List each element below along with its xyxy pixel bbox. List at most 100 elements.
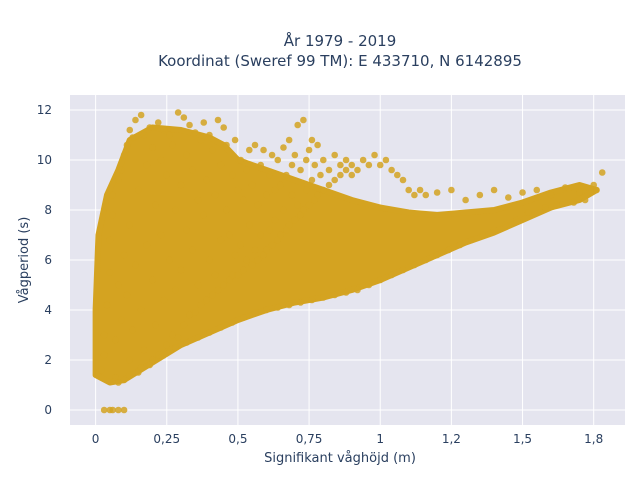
data-point [246, 146, 253, 154]
data-point [240, 266, 247, 274]
data-point [502, 221, 509, 229]
data-point [405, 186, 412, 194]
data-point [137, 364, 145, 371]
data-point [305, 201, 313, 209]
data-point [117, 166, 125, 174]
data-point [342, 156, 350, 164]
data-point [146, 124, 153, 131]
data-point [209, 146, 216, 154]
data-point [283, 226, 290, 234]
data-point [300, 206, 307, 214]
data-point [394, 171, 401, 179]
data-point [519, 189, 526, 196]
data-point [186, 121, 193, 129]
data-point [331, 291, 338, 299]
data-point [115, 379, 122, 386]
data-point [98, 366, 105, 374]
data-point [194, 334, 202, 341]
data-point [180, 114, 188, 121]
x-tick-label: 0,25 [153, 432, 180, 446]
data-point [271, 186, 279, 194]
data-point [203, 176, 210, 184]
data-point [137, 306, 145, 314]
data-point [160, 126, 168, 134]
data-point [149, 276, 156, 284]
data-point [382, 156, 390, 164]
data-point [129, 326, 136, 334]
data-point [476, 191, 484, 199]
data-point [320, 186, 327, 194]
data-point [100, 406, 108, 414]
data-point [342, 166, 350, 174]
data-point [376, 276, 384, 284]
data-point [132, 261, 139, 269]
data-point [163, 341, 171, 349]
data-point [109, 211, 116, 219]
data-point [354, 286, 361, 294]
data-point [135, 186, 142, 194]
data-point [302, 156, 310, 164]
data-point [285, 136, 293, 144]
y-tick-label: 2 [44, 353, 52, 367]
data-point [513, 216, 521, 224]
data-point [314, 141, 321, 149]
data-point [581, 196, 589, 204]
data-point [288, 191, 296, 199]
data-point [576, 189, 583, 196]
data-point [570, 199, 578, 206]
data-point [160, 349, 168, 356]
data-point [490, 186, 498, 194]
data-point [140, 131, 148, 139]
x-tick-label: 0,5 [228, 432, 247, 446]
data-point [411, 191, 418, 199]
data-point [416, 186, 424, 194]
x-axis-ticks: 0 0,25 0,5 0,75 1 1,2 1,5 1,8 [92, 432, 603, 446]
data-point [533, 186, 541, 194]
data-point [265, 171, 273, 179]
data-point [143, 161, 151, 169]
data-point [172, 206, 179, 214]
data-point [120, 251, 128, 259]
data-point [180, 321, 188, 329]
data-point [220, 124, 227, 131]
data-point [115, 281, 122, 289]
data-point [263, 246, 270, 254]
data-point [123, 291, 131, 299]
data-point [234, 186, 242, 194]
data-point [248, 181, 256, 189]
data-point [206, 131, 213, 139]
data-point [354, 166, 361, 174]
data-point [174, 334, 182, 341]
data-point [183, 226, 190, 234]
data-point [251, 309, 259, 316]
data-point [160, 296, 168, 304]
data-point [524, 209, 532, 216]
data-point [117, 316, 125, 324]
data-point [240, 196, 247, 204]
data-point [223, 206, 230, 214]
data-point [172, 344, 179, 351]
data-point [231, 251, 239, 259]
data-point [228, 319, 236, 326]
data-point [297, 299, 304, 306]
data-point [325, 181, 333, 189]
x-tick-label: 1 [376, 432, 384, 446]
data-point [194, 281, 202, 289]
data-point [237, 156, 245, 164]
data-point [265, 226, 273, 234]
data-point [277, 231, 284, 239]
data-point [149, 356, 156, 364]
y-axis-ticks: 0 2 4 6 8 10 12 [37, 103, 52, 417]
data-point [154, 351, 162, 359]
data-point [197, 136, 205, 144]
data-point [337, 161, 344, 169]
data-point [203, 296, 210, 304]
data-point [342, 289, 350, 296]
data-point [149, 144, 156, 151]
data-point [186, 311, 193, 319]
data-point [399, 176, 407, 184]
data-point [140, 346, 148, 354]
data-point [143, 241, 151, 249]
data-point [200, 119, 208, 126]
